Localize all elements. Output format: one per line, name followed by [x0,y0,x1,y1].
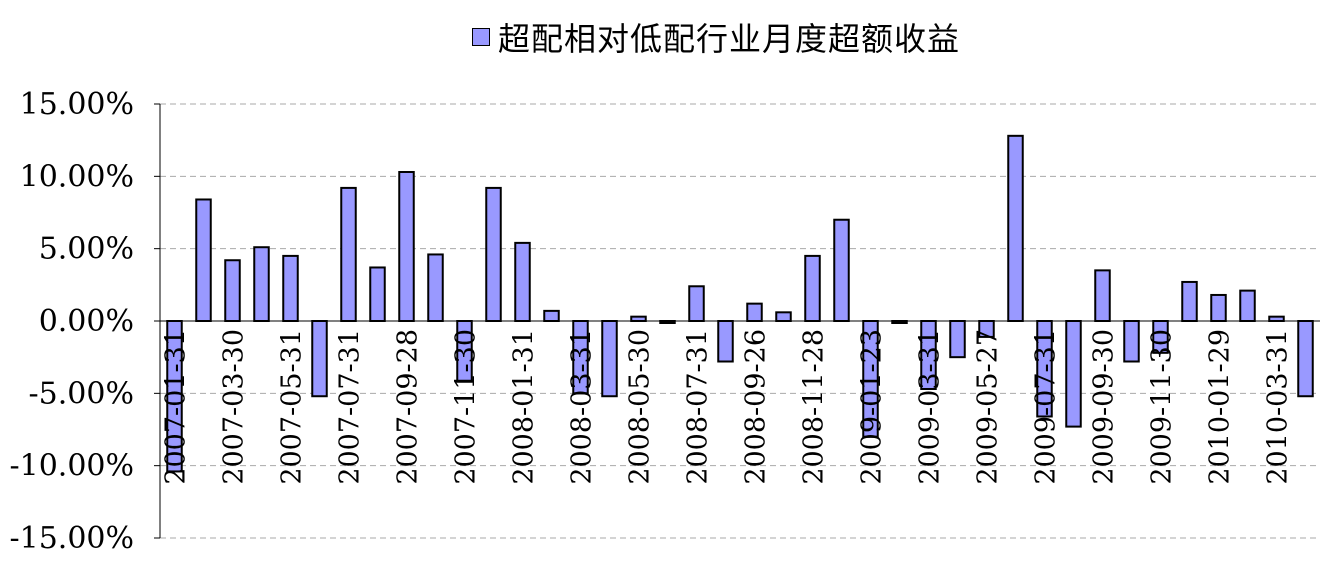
bar [514,241,531,323]
y-tick-label: 15.00% [20,87,134,122]
bar [427,253,444,323]
x-tick-label: 2007-09-28 [393,329,424,485]
bar [253,246,270,322]
legend: 超配相对低配行业月度超额收益 [472,14,960,60]
x-tick-label: 2009-09-30 [1089,329,1120,485]
y-tick-label: -5.00% [29,376,134,411]
x-tick-label: 2007-05-31 [277,329,308,485]
bar [804,254,821,322]
x-tick-label: 2007-03-30 [219,329,250,485]
bar [601,320,618,398]
x-tick-label: 2007-11-30 [451,329,482,485]
bar [1268,315,1285,323]
bar [282,254,299,322]
y-tick-label: 10.00% [20,159,134,194]
y-tick-label: -15.00% [9,521,134,556]
bar [1007,134,1024,322]
bar [1181,280,1198,323]
bar [543,309,560,322]
x-tick-label: 2009-11-30 [1147,329,1178,485]
x-tick-label: 2008-03-31 [567,329,598,485]
bar [1239,289,1256,322]
x-tick-label: 2009-05-27 [973,329,1004,485]
bar [1065,320,1082,428]
bar [717,320,734,363]
bars [166,134,1314,473]
bar [949,320,966,359]
x-tick-label: 2007-01-31 [161,329,192,485]
bar [688,285,705,322]
x-tick-label: 2010-03-31 [1263,329,1294,485]
x-tick-label: 2008-05-30 [625,329,656,485]
bar [224,259,241,322]
bar [775,311,792,323]
x-tick-label: 2008-11-28 [799,329,830,485]
bar [485,186,502,322]
y-axis: 15.00% 10.00% 5.00% 0.00% -5.00% -10.00% -15.0… [9,87,161,556]
x-tick-label: 2008-01-31 [509,329,540,485]
y-tick-label: 0.00% [39,304,134,339]
bar [369,266,386,322]
bar [1297,320,1314,398]
bar [746,302,763,323]
x-tick-label: 2010-01-29 [1205,329,1236,485]
bar [398,170,415,322]
x-axis: 2007-01-31 2007-03-30 2007-05-31 2007-07-31… [160,320,1320,485]
bar [1123,320,1140,363]
x-tick-label: 2008-07-31 [683,329,714,485]
legend-swatch [472,28,490,46]
x-tick-label: 2009-01-23 [857,329,888,485]
x-tick-label: 2008-09-26 [741,329,772,485]
y-tick-label: -10.00% [9,449,134,484]
bar [340,186,357,322]
bar [311,320,328,398]
x-tick-label: 2009-03-31 [915,329,946,485]
bar [630,315,647,323]
bar [833,218,850,323]
bar [195,198,212,322]
x-tick-label: 2009-07-31 [1031,329,1062,485]
y-tick-label: 5.00% [39,232,134,267]
x-tick-label: 2007-07-31 [335,329,366,485]
bar [1094,269,1111,323]
legend-label: 超配相对低配行业月度超额收益 [498,20,961,58]
bar [1210,293,1227,322]
